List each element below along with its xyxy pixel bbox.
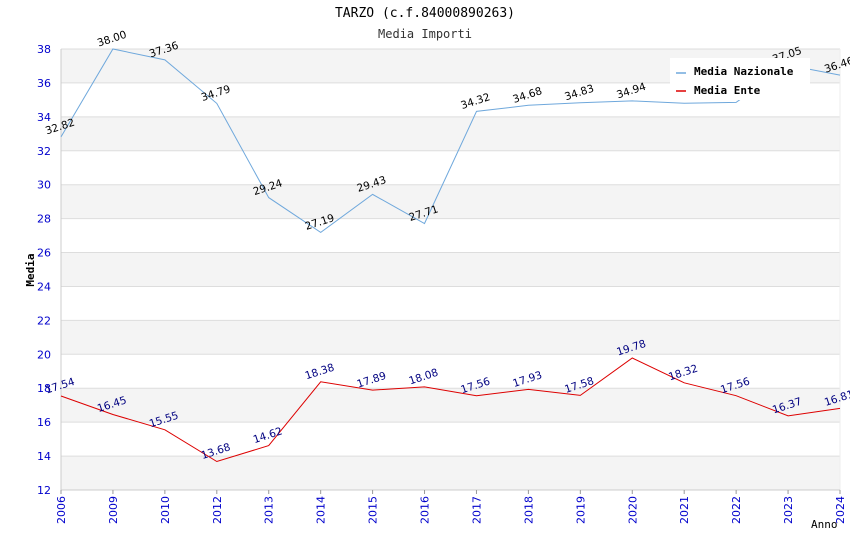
y-tick-label: 12 xyxy=(37,484,51,497)
grid-band xyxy=(61,388,840,423)
y-tick-label: 30 xyxy=(37,179,51,192)
grid-band xyxy=(61,286,840,321)
x-tick-label: 2006 xyxy=(55,496,68,524)
y-axis-label: Media xyxy=(24,253,37,286)
x-tick-label: 2018 xyxy=(522,496,535,524)
y-tick-label: 16 xyxy=(37,416,51,429)
y-tick-label: 14 xyxy=(37,450,51,463)
x-tick-label: 2023 xyxy=(782,496,795,524)
y-tick-label: 32 xyxy=(37,145,51,158)
legend: Media Nazionale Media Ente xyxy=(670,58,810,100)
x-tick-label: 2015 xyxy=(367,496,380,524)
series-lines xyxy=(60,48,841,463)
y-tick-label: 26 xyxy=(37,247,51,260)
y-tick-label: 18 xyxy=(37,382,51,395)
data-label-nazionale: 38.00 xyxy=(96,29,128,50)
x-tick-label: 2016 xyxy=(419,496,432,524)
x-tick-label: 2012 xyxy=(211,496,224,524)
x-tick-label: 2014 xyxy=(315,496,328,524)
x-tick-label: 2022 xyxy=(730,496,743,524)
y-tick-label: 20 xyxy=(37,348,51,361)
y-tick-label: 24 xyxy=(37,280,51,293)
y-tick-label: 34 xyxy=(37,111,51,124)
legend-label-nazionale: Media Nazionale xyxy=(694,65,794,78)
chart-subtitle: Media Importi xyxy=(378,27,472,41)
x-tick-label: 2024 xyxy=(834,496,847,524)
x-tick-label: 2013 xyxy=(263,496,276,524)
grid-band xyxy=(61,320,840,355)
grid-band xyxy=(61,422,840,457)
x-tick-label: 2009 xyxy=(107,496,120,524)
x-tick-label: 2020 xyxy=(626,496,639,524)
grid-band xyxy=(61,218,840,253)
legend-label-ente: Media Ente xyxy=(694,84,761,97)
x-tick-label: 2010 xyxy=(159,496,172,524)
grid-band xyxy=(61,252,840,287)
legend-box xyxy=(670,58,810,100)
grid-lines xyxy=(60,48,841,491)
y-tick-label: 22 xyxy=(37,314,51,327)
y-axis-ticks: 12 14 16 18 20 22 24 26 28 30 32 34 36 38 xyxy=(37,43,51,497)
grid-band xyxy=(61,456,840,490)
x-tick-label: 2021 xyxy=(678,496,691,524)
grid-band xyxy=(61,184,840,219)
series-line-nazionale xyxy=(60,48,841,234)
chart-title: TARZO (c.f.84000890263) xyxy=(334,6,515,21)
y-tick-label: 36 xyxy=(37,77,51,90)
grid-band xyxy=(61,116,840,151)
grid-bands xyxy=(61,49,840,490)
x-tick-label: 2017 xyxy=(470,496,483,524)
y-tick-label: 38 xyxy=(37,43,51,56)
x-axis-ticks: 2006 2009 2010 2012 2013 2014 2015 2016 2017 2018… xyxy=(55,490,847,524)
series-line-ente xyxy=(60,357,841,463)
grid-band xyxy=(61,354,840,389)
y-tick-label: 28 xyxy=(37,213,51,226)
x-tick-label: 2019 xyxy=(574,496,587,524)
x-axis-label: Anno xyxy=(811,518,838,531)
